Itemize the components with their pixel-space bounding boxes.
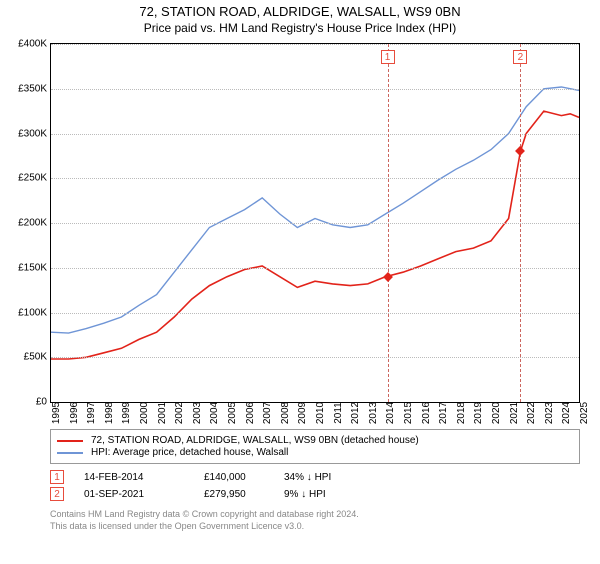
x-axis-label: 2019: [473, 402, 484, 424]
sale-marker: 1: [381, 50, 395, 64]
x-axis-label: 2006: [245, 402, 256, 424]
x-axis-label: 2003: [192, 402, 203, 424]
titles: 72, STATION ROAD, ALDRIDGE, WALSALL, WS9…: [0, 4, 600, 35]
x-axis-label: 2004: [209, 402, 220, 424]
legend-box: 72, STATION ROAD, ALDRIDGE, WALSALL, WS9…: [50, 429, 580, 464]
x-axis-label: 2020: [491, 402, 502, 424]
legend-swatch-hpi: [57, 452, 83, 454]
y-axis-label: £250K: [3, 173, 47, 184]
x-axis-label: 2011: [333, 402, 344, 424]
sale-date: 14-FEB-2014: [84, 472, 204, 483]
sale-number-box: 2: [50, 487, 64, 501]
x-axis-label: 2009: [297, 402, 308, 424]
legend-label-price: 72, STATION ROAD, ALDRIDGE, WALSALL, WS9…: [91, 435, 419, 446]
sale-pct: 34% ↓ HPI: [284, 472, 414, 483]
series-line-hpi: [51, 87, 579, 333]
y-axis-label: £400K: [3, 39, 47, 50]
x-axis-label: 1998: [104, 402, 115, 424]
gridline: [51, 268, 579, 269]
series-line-price_paid: [51, 111, 579, 359]
gridline: [51, 134, 579, 135]
x-axis-label: 2005: [227, 402, 238, 424]
x-axis-label: 2022: [526, 402, 537, 424]
gridline: [51, 44, 579, 45]
table-row: 1 14-FEB-2014 £140,000 34% ↓ HPI: [50, 470, 580, 484]
x-axis-label: 2018: [456, 402, 467, 424]
x-axis-label: 1999: [121, 402, 132, 424]
gridline: [51, 89, 579, 90]
x-axis-label: 2015: [403, 402, 414, 424]
y-axis-label: £150K: [3, 262, 47, 273]
gridline: [51, 313, 579, 314]
legend-label-hpi: HPI: Average price, detached house, Wals…: [91, 447, 288, 458]
x-axis-label: 1997: [86, 402, 97, 424]
sale-vline: [520, 44, 521, 402]
x-axis-label: 2024: [561, 402, 572, 424]
sale-date: 01-SEP-2021: [84, 489, 204, 500]
gridline: [51, 178, 579, 179]
sale-price: £279,950: [204, 489, 284, 500]
x-axis-label: 2025: [579, 402, 590, 424]
sale-pct: 9% ↓ HPI: [284, 489, 414, 500]
x-axis-label: 2017: [438, 402, 449, 424]
x-axis-label: 2021: [509, 402, 520, 424]
gridline: [51, 357, 579, 358]
x-axis-label: 2023: [544, 402, 555, 424]
sale-number-box: 1: [50, 470, 64, 484]
sale-marker: 2: [513, 50, 527, 64]
y-axis-label: £0: [3, 397, 47, 408]
x-axis-label: 2001: [157, 402, 168, 424]
x-axis-label: 1996: [69, 402, 80, 424]
chart-container: 72, STATION ROAD, ALDRIDGE, WALSALL, WS9…: [0, 4, 600, 564]
y-axis-label: £350K: [3, 83, 47, 94]
y-axis-label: £100K: [3, 307, 47, 318]
sales-table: 1 14-FEB-2014 £140,000 34% ↓ HPI 2 01-SE…: [50, 470, 580, 501]
y-axis-label: £200K: [3, 218, 47, 229]
x-axis-label: 2008: [280, 402, 291, 424]
x-axis-label: 2013: [368, 402, 379, 424]
y-axis-label: £50K: [3, 352, 47, 363]
x-axis-label: 2007: [262, 402, 273, 424]
legend-row-hpi: HPI: Average price, detached house, Wals…: [57, 447, 573, 458]
sale-price: £140,000: [204, 472, 284, 483]
gridline: [51, 223, 579, 224]
x-axis-label: 2016: [421, 402, 432, 424]
sale-vline: [388, 44, 389, 402]
legend-row-price: 72, STATION ROAD, ALDRIDGE, WALSALL, WS9…: [57, 435, 573, 446]
x-axis-label: 2002: [174, 402, 185, 424]
x-axis-label: 2012: [350, 402, 361, 424]
table-row: 2 01-SEP-2021 £279,950 9% ↓ HPI: [50, 487, 580, 501]
x-axis-label: 2000: [139, 402, 150, 424]
footer: Contains HM Land Registry data © Crown c…: [50, 509, 580, 532]
x-axis-label: 2010: [315, 402, 326, 424]
legend-swatch-price: [57, 440, 83, 442]
footer-license: This data is licensed under the Open Gov…: [50, 521, 580, 533]
chart-plot-area: £0£50K£100K£150K£200K£250K£300K£350K£400…: [50, 43, 580, 403]
footer-copyright: Contains HM Land Registry data © Crown c…: [50, 509, 580, 521]
x-axis-label: 2014: [385, 402, 396, 424]
title-address: 72, STATION ROAD, ALDRIDGE, WALSALL, WS9…: [0, 4, 600, 19]
y-axis-label: £300K: [3, 128, 47, 139]
title-subtitle: Price paid vs. HM Land Registry's House …: [0, 21, 600, 35]
x-axis-label: 1995: [51, 402, 62, 424]
